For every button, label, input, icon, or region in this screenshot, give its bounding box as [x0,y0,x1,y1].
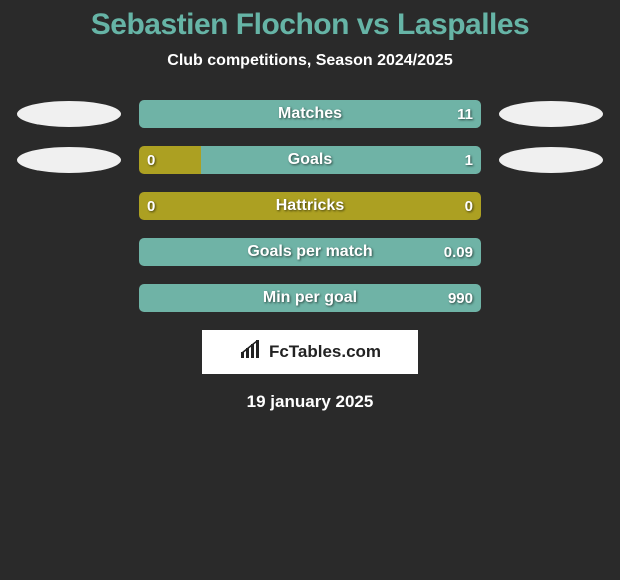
player-right-ellipse [499,147,603,173]
stat-bar: 990Min per goal [139,284,481,312]
ellipse-spacer [499,239,603,265]
stat-label: Matches [139,100,481,128]
subtitle: Club competitions, Season 2024/2025 [0,52,620,70]
stat-row: 0.09Goals per match [0,238,620,266]
stat-label: Goals [139,146,481,174]
ellipse-spacer [17,285,121,311]
chart-icon [239,340,263,365]
stat-row: 11Matches [0,100,620,128]
stat-row: 00Hattricks [0,192,620,220]
stat-row: 01Goals [0,146,620,174]
player-left-ellipse [17,147,121,173]
ellipse-spacer [17,239,121,265]
stat-bar: 0.09Goals per match [139,238,481,266]
stat-label: Min per goal [139,284,481,312]
stat-label: Hattricks [139,192,481,220]
date-label: 19 january 2025 [0,392,620,412]
stat-bar: 00Hattricks [139,192,481,220]
player-left-ellipse [17,101,121,127]
player-right-ellipse [499,101,603,127]
ellipse-spacer [499,285,603,311]
stat-bar: 11Matches [139,100,481,128]
comparison-card: Sebastien Flochon vs Laspalles Club comp… [0,0,620,412]
stat-rows: 11Matches 01Goals 00Hattricks 0.09Goals per… [0,100,620,312]
logo-box[interactable]: FcTables.com [202,330,418,374]
ellipse-spacer [499,193,603,219]
stat-bar: 01Goals [139,146,481,174]
page-title: Sebastien Flochon vs Laspalles [0,8,620,42]
ellipse-spacer [17,193,121,219]
stat-label: Goals per match [139,238,481,266]
logo-text: FcTables.com [269,342,381,362]
stat-row: 990Min per goal [0,284,620,312]
